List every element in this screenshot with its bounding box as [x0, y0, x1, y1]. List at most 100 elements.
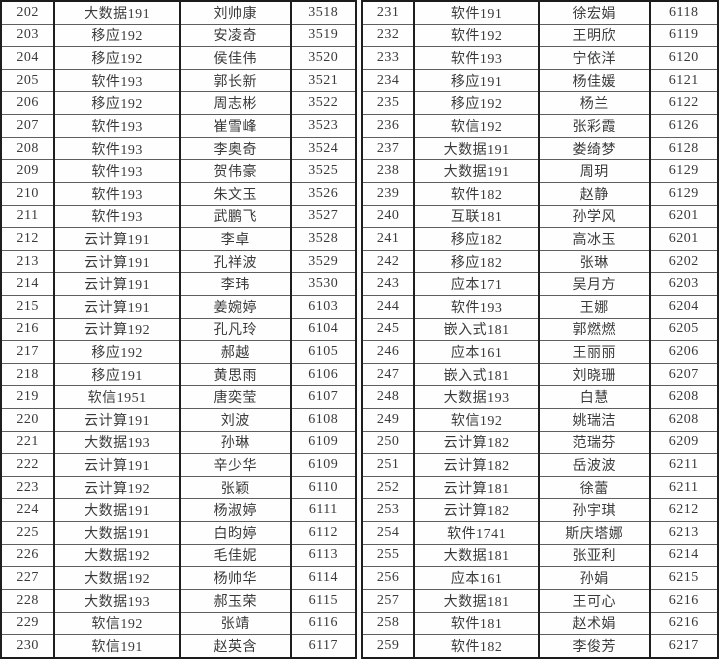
- cell-row-number: 228: [0, 588, 56, 613]
- cell-row-number: 240: [360, 204, 416, 229]
- cell-student-name: 孙娟: [537, 566, 651, 590]
- cell-row-number: 203: [0, 23, 56, 48]
- cell-room-number: 6128: [648, 136, 719, 161]
- table-row: 243 应本171 吴月方 6203: [360, 272, 719, 296]
- cell-class-name: 云计算191: [53, 294, 181, 319]
- cell-row-number: 212: [0, 227, 56, 251]
- cell-class-name: 移应192: [53, 340, 181, 364]
- cell-class-name: 移应182: [413, 227, 540, 251]
- cell-row-number: 222: [0, 453, 56, 477]
- cell-row-number: 208: [0, 136, 56, 161]
- table-row: 209 软件193 贺伟豪 3525: [0, 159, 358, 183]
- cell-row-number: 251: [360, 453, 416, 477]
- cell-row-number: 202: [0, 0, 56, 25]
- cell-row-number: 259: [360, 634, 416, 659]
- cell-student-name: 周玥: [537, 159, 651, 183]
- cell-class-name: 嵌入式181: [413, 317, 540, 342]
- table-row: 258 软件181 赵术娟 6216: [360, 611, 719, 636]
- cell-student-name: 杨兰: [537, 91, 651, 116]
- roster-table-left: 202 大数据191 刘帅康 3518 203 移应192 安凌奇 3519 204 移应192 侯…: [0, 0, 358, 659]
- cell-row-number: 234: [360, 68, 416, 93]
- roster-table-left-body: 202 大数据191 刘帅康 3518 203 移应192 安凌奇 3519 204 移应192 侯…: [0, 0, 358, 659]
- cell-student-name: 王娜: [537, 294, 651, 319]
- cell-class-name: 大数据193: [53, 588, 181, 613]
- cell-room-number: 6107: [289, 385, 358, 410]
- cell-row-number: 253: [360, 498, 416, 523]
- cell-student-name: 杨淑婷: [179, 498, 292, 523]
- cell-student-name: 武鹏飞: [179, 204, 292, 229]
- cell-student-name: 崔雪峰: [179, 114, 292, 138]
- cell-class-name: 移应191: [53, 362, 181, 387]
- table-row: 255 大数据181 张亚利 6214: [360, 543, 719, 568]
- cell-class-name: 软件193: [53, 159, 181, 183]
- cell-room-number: 6217: [648, 634, 719, 659]
- cell-class-name: 云计算182: [413, 430, 540, 455]
- cell-row-number: 231: [360, 0, 416, 25]
- cell-student-name: 王明欣: [537, 23, 651, 48]
- cell-class-name: 应本171: [413, 272, 540, 296]
- cell-student-name: 李俊芳: [537, 634, 651, 659]
- cell-class-name: 云计算191: [53, 272, 181, 296]
- cell-student-name: 张颖: [179, 475, 292, 500]
- table-row: 250 云计算182 范瑞芬 6209: [360, 430, 719, 455]
- cell-row-number: 243: [360, 272, 416, 296]
- table-row: 232 软件192 王明欣 6119: [360, 23, 719, 48]
- cell-class-name: 软件193: [413, 46, 540, 70]
- table-row: 242 移应182 张琳 6202: [360, 249, 719, 274]
- cell-row-number: 239: [360, 181, 416, 206]
- cell-class-name: 软件193: [53, 136, 181, 161]
- cell-row-number: 232: [360, 23, 416, 48]
- table-row: 237 大数据191 娄绮梦 6128: [360, 136, 719, 161]
- cell-room-number: 6201: [648, 204, 719, 229]
- table-row: 223 云计算192 张颖 6110: [0, 475, 358, 500]
- cell-class-name: 云计算191: [53, 249, 181, 274]
- cell-room-number: 6129: [648, 181, 719, 206]
- cell-class-name: 大数据193: [413, 385, 540, 410]
- cell-student-name: 张琳: [537, 249, 651, 274]
- cell-class-name: 大数据191: [53, 0, 181, 25]
- roster-table-right: 231 软件191 徐宏娟 6118 232 软件192 王明欣 6119 233 软件193 宁依…: [360, 0, 719, 659]
- cell-row-number: 223: [0, 475, 56, 500]
- cell-class-name: 应本161: [413, 566, 540, 590]
- table-row: 259 软件182 李俊芳 6217: [360, 634, 719, 659]
- cell-row-number: 235: [360, 91, 416, 116]
- cell-room-number: 6110: [289, 475, 358, 500]
- cell-student-name: 黄思雨: [179, 362, 292, 387]
- cell-row-number: 250: [360, 430, 416, 455]
- cell-room-number: 6106: [289, 362, 358, 387]
- cell-room-number: 6119: [648, 23, 719, 48]
- cell-class-name: 大数据181: [413, 543, 540, 568]
- cell-row-number: 257: [360, 588, 416, 613]
- cell-row-number: 242: [360, 249, 416, 274]
- cell-class-name: 移应192: [413, 91, 540, 116]
- cell-student-name: 白昀婷: [179, 521, 292, 545]
- cell-room-number: 6216: [648, 588, 719, 613]
- cell-class-name: 移应192: [53, 91, 181, 116]
- cell-room-number: 6117: [289, 634, 358, 659]
- cell-room-number: 6109: [289, 430, 358, 455]
- cell-room-number: 3523: [289, 114, 358, 138]
- table-row: 249 软信192 姚瑞洁 6208: [360, 408, 719, 432]
- cell-student-name: 赵术娟: [537, 611, 651, 636]
- cell-class-name: 软信192: [413, 114, 540, 138]
- cell-row-number: 221: [0, 430, 56, 455]
- cell-student-name: 刘波: [179, 408, 292, 432]
- cell-room-number: 6213: [648, 521, 719, 545]
- table-row: 212 云计算191 李卓 3528: [0, 227, 358, 251]
- roster-table-right-body: 231 软件191 徐宏娟 6118 232 软件192 王明欣 6119 233 软件193 宁依…: [360, 0, 719, 659]
- cell-room-number: 6204: [648, 294, 719, 319]
- cell-room-number: 3530: [289, 272, 358, 296]
- cell-room-number: 6112: [289, 521, 358, 545]
- table-row: 214 云计算191 李玮 3530: [0, 272, 358, 296]
- cell-student-name: 岳波波: [537, 453, 651, 477]
- cell-row-number: 246: [360, 340, 416, 364]
- cell-room-number: 6104: [289, 317, 358, 342]
- cell-class-name: 软件193: [53, 68, 181, 93]
- cell-row-number: 254: [360, 521, 416, 545]
- table-row: 234 移应191 杨佳媛 6121: [360, 68, 719, 93]
- cell-room-number: 6118: [648, 0, 719, 25]
- cell-student-name: 周志彬: [179, 91, 292, 116]
- table-row: 218 移应191 黄思雨 6106: [0, 362, 358, 387]
- table-row: 224 大数据191 杨淑婷 6111: [0, 498, 358, 523]
- cell-student-name: 李奥奇: [179, 136, 292, 161]
